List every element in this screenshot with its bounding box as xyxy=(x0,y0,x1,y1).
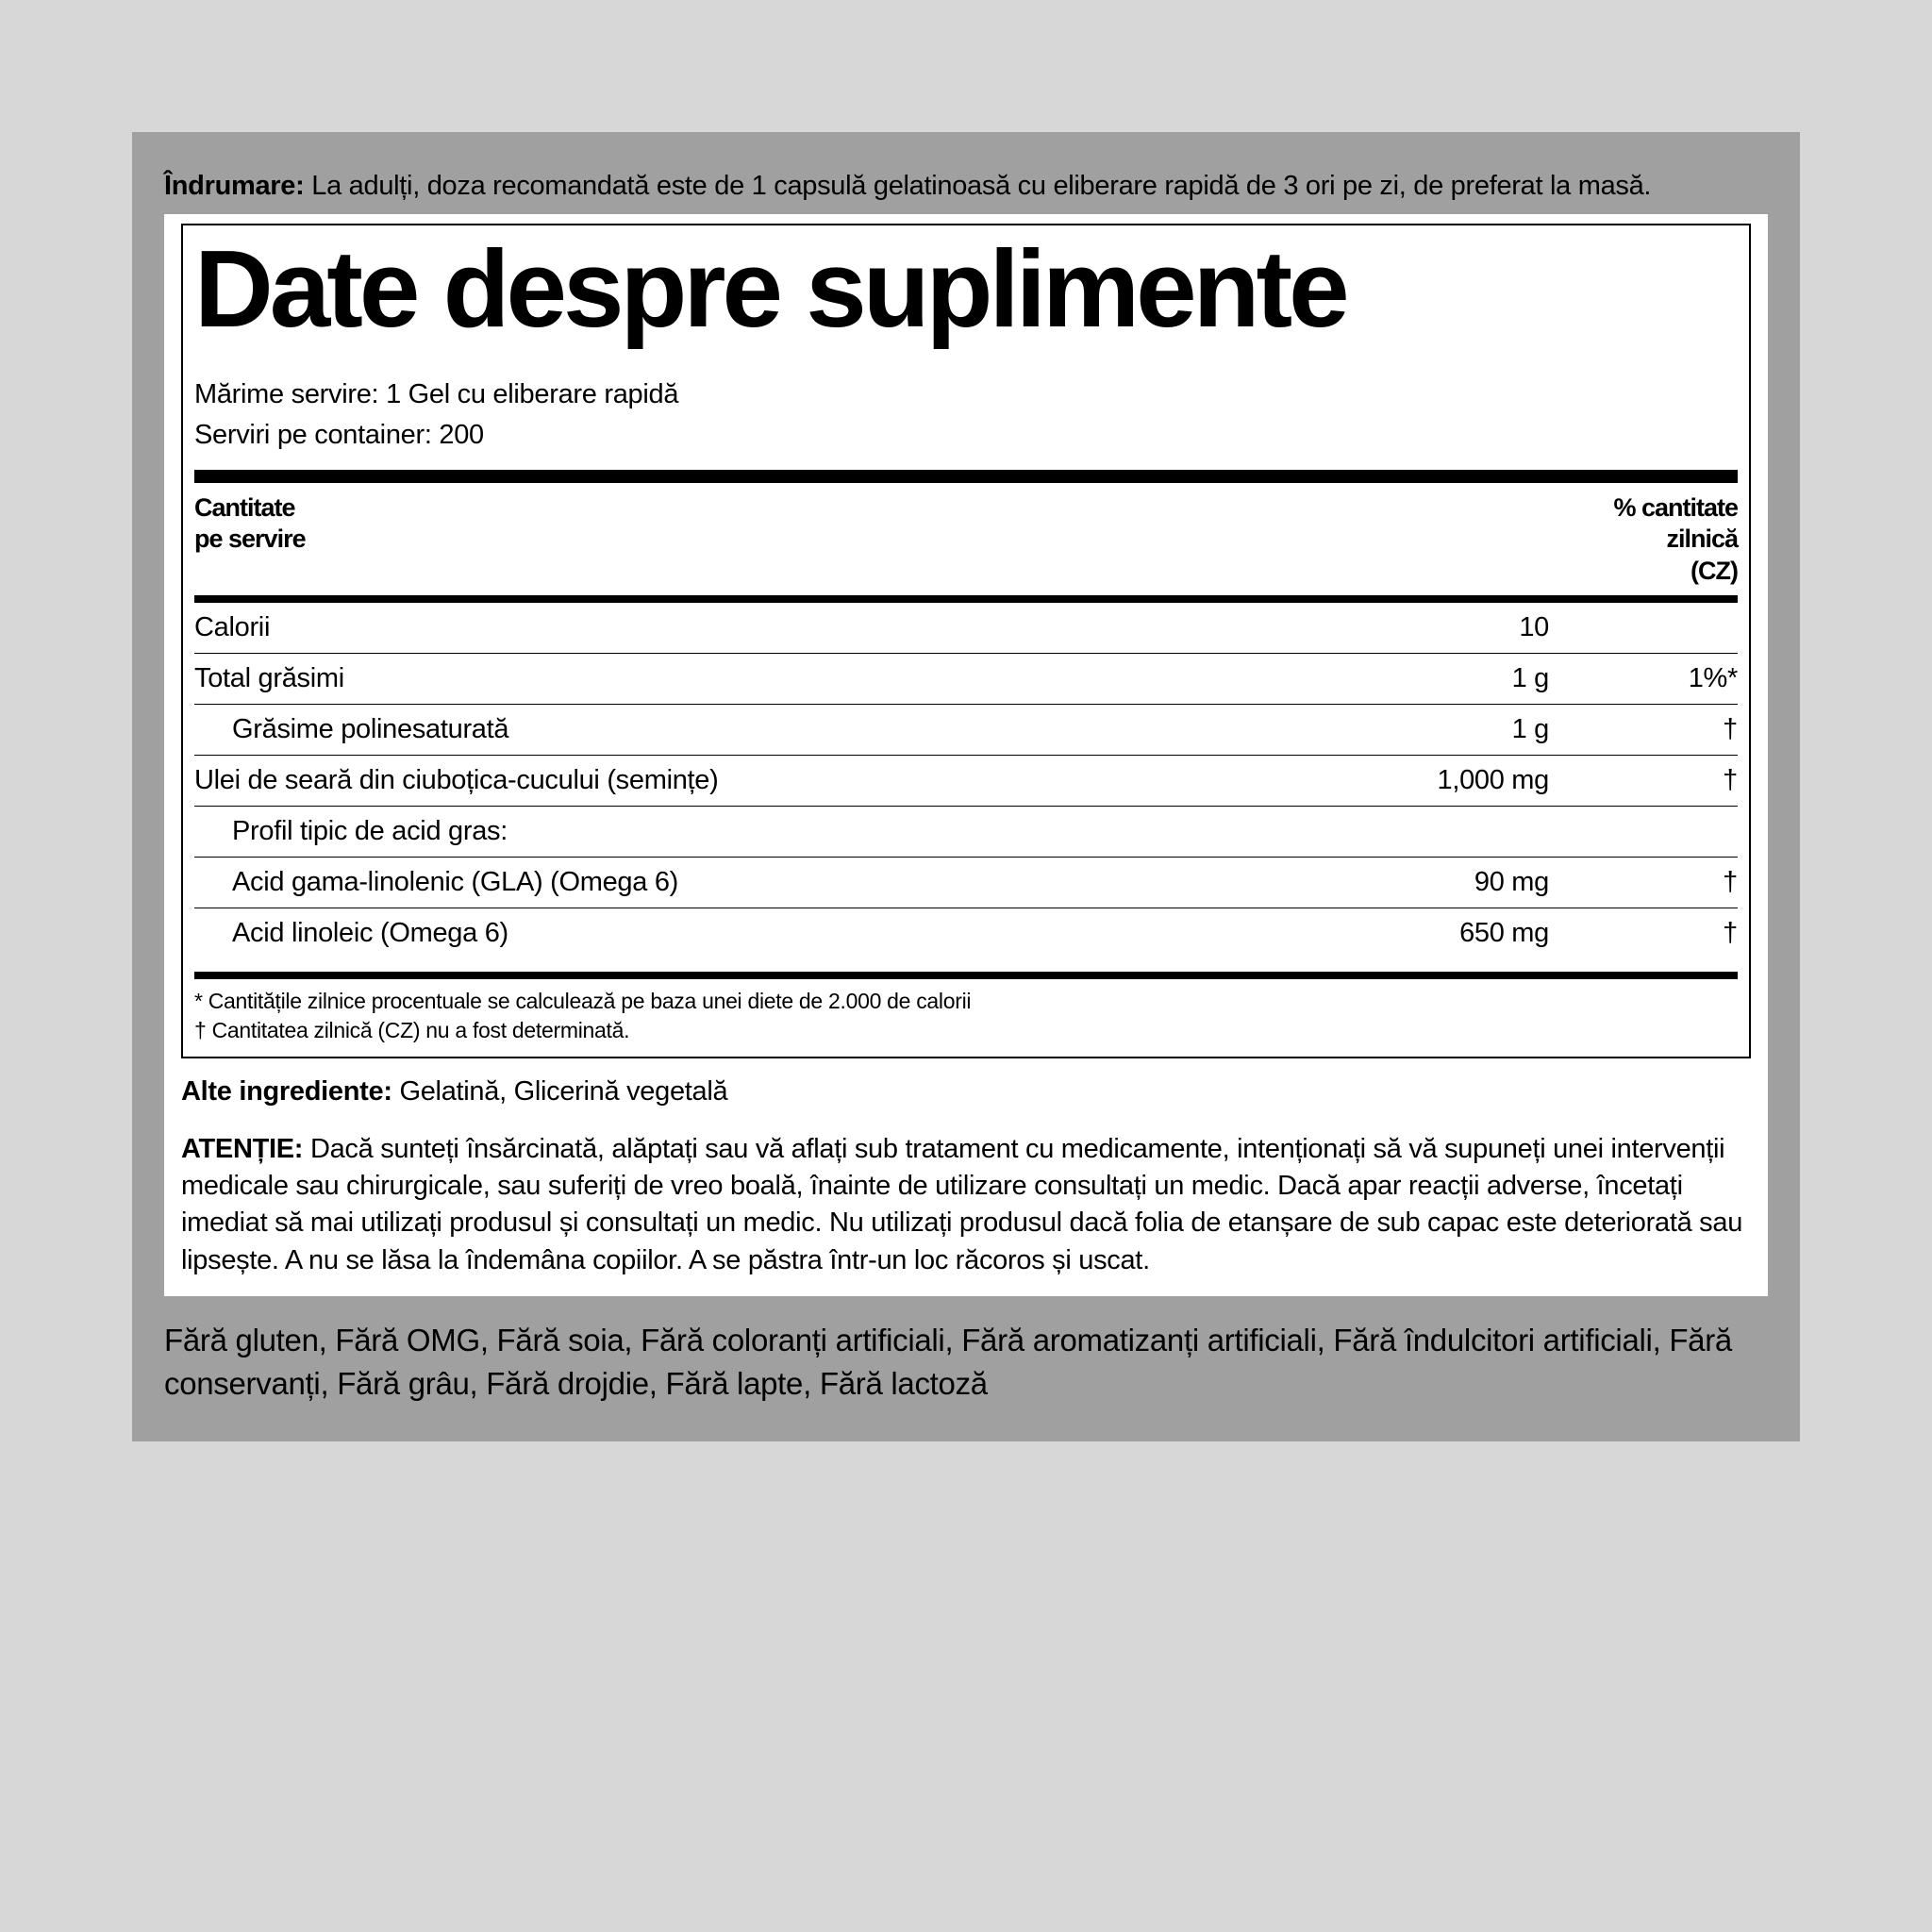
facts-title: Date despre suplimente xyxy=(194,233,1738,345)
directions-text: Îndrumare: La adulți, doza recomandată e… xyxy=(164,168,1768,205)
nutrient-name: Ulei de seară din ciuboțica-cucului (sem… xyxy=(194,765,1360,796)
nutrient-row: Acid gama-linolenic (GLA) (Omega 6)90 mg… xyxy=(194,858,1738,908)
nutrient-amount: 650 mg xyxy=(1360,918,1549,949)
warning-label: ATENȚIE: xyxy=(181,1134,303,1164)
nutrient-row: Total grăsimi1 g1%* xyxy=(194,654,1738,704)
nutrient-dv: † xyxy=(1549,765,1738,796)
nutrient-name: Calorii xyxy=(194,612,1360,643)
other-ingredients: Alte ingrediente: Gelatină, Glicerină ve… xyxy=(181,1074,1751,1110)
nutrient-dv: 1%* xyxy=(1549,663,1738,694)
nutrient-amount: 1,000 mg xyxy=(1360,765,1549,796)
medium-rule xyxy=(194,595,1738,603)
warning-body: Dacă sunteți însărcinată, alăptați sau v… xyxy=(181,1134,1742,1274)
nutrient-name: Total grăsimi xyxy=(194,663,1360,694)
nutrient-amount: 1 g xyxy=(1360,714,1549,745)
header-amount-per-serving: Cantitate pe servire xyxy=(194,492,1511,588)
thick-rule-top xyxy=(194,470,1738,483)
footnotes: * Cantitățile zilnice procentuale se cal… xyxy=(194,979,1738,1045)
nutrient-amount: 90 mg xyxy=(1360,867,1549,898)
facts-border: Date despre suplimente Mărime servire: 1… xyxy=(181,224,1751,1058)
nutrient-name: Acid gama-linolenic (GLA) (Omega 6) xyxy=(194,867,1360,898)
directions-body: La adulți, doza recomandată este de 1 ca… xyxy=(311,171,1651,201)
servings-per-container: Serviri pe container: 200 xyxy=(194,415,1738,457)
nutrient-rows: Calorii10Total grăsimi1 g1%*Grăsime poli… xyxy=(194,603,1738,958)
serving-size: Mărime servire: 1 Gel cu eliberare rapid… xyxy=(194,375,1738,416)
nutrient-dv: † xyxy=(1549,918,1738,949)
nutrient-name: Profil tipic de acid gras: xyxy=(194,816,1360,847)
directions-label: Îndrumare: xyxy=(164,171,304,201)
nutrient-row: Ulei de seară din ciuboțica-cucului (sem… xyxy=(194,756,1738,806)
footnote-asterisk: * Cantitățile zilnice procentuale se cal… xyxy=(194,987,1738,1016)
thick-rule-bottom xyxy=(194,972,1738,979)
warning-text: ATENȚIE: Dacă sunteți însărcinată, alăpt… xyxy=(181,1131,1751,1279)
free-from-claims: Fără gluten, Fără OMG, Fără soia, Fără c… xyxy=(164,1319,1768,1406)
nutrient-dv: † xyxy=(1549,867,1738,898)
supplement-label-panel: Îndrumare: La adulți, doza recomandată e… xyxy=(132,132,1800,1441)
nutrient-amount: 1 g xyxy=(1360,663,1549,694)
facts-inner: Date despre suplimente Mărime servire: 1… xyxy=(187,229,1745,1053)
footnote-dagger: † Cantitatea zilnică (CZ) nu a fost dete… xyxy=(194,1016,1738,1045)
nutrient-name: Grăsime polinesaturată xyxy=(194,714,1360,745)
header-daily-value: % cantitate zilnică (CZ) xyxy=(1511,492,1738,588)
nutrient-row: Calorii10 xyxy=(194,603,1738,653)
nutrient-row: Grăsime polinesaturată1 g† xyxy=(194,705,1738,755)
facts-white-box: Date despre suplimente Mărime servire: 1… xyxy=(164,214,1768,1296)
nutrient-name: Acid linoleic (Omega 6) xyxy=(194,918,1360,949)
nutrient-row: Profil tipic de acid gras: xyxy=(194,807,1738,857)
nutrient-dv: † xyxy=(1549,714,1738,745)
nutrient-row: Acid linoleic (Omega 6)650 mg† xyxy=(194,908,1738,958)
nutrient-amount: 10 xyxy=(1360,612,1549,643)
other-ingredients-label: Alte ingrediente: xyxy=(181,1076,392,1107)
other-ingredients-text: Gelatină, Glicerină vegetală xyxy=(399,1076,727,1107)
table-header-row: Cantitate pe servire % cantitate zilnică… xyxy=(194,483,1738,595)
